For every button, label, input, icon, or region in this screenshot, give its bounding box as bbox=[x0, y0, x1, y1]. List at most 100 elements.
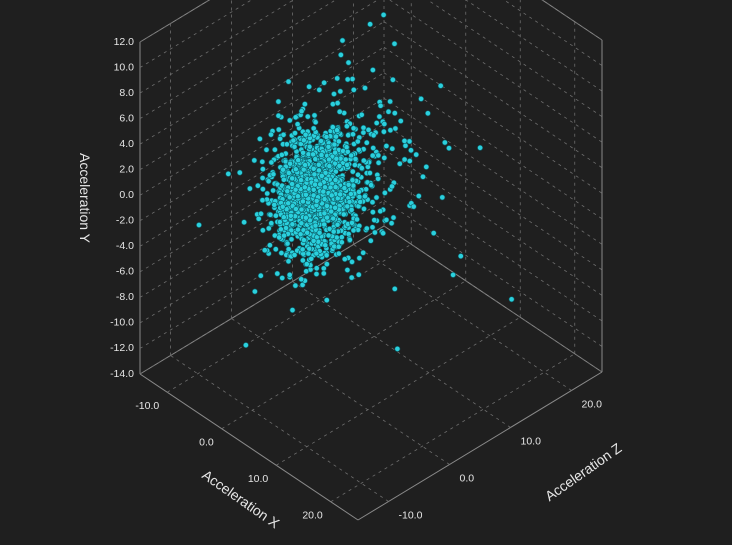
data-point bbox=[348, 274, 355, 281]
data-point bbox=[369, 67, 376, 73]
y-gridline bbox=[139, 0, 253, 68]
data-point bbox=[292, 166, 299, 173]
data-point bbox=[304, 113, 311, 120]
data-point bbox=[274, 270, 281, 277]
y-tick-label: -8.0 bbox=[116, 291, 134, 303]
data-point bbox=[264, 190, 271, 197]
data-point bbox=[348, 152, 355, 159]
data-point bbox=[345, 181, 352, 188]
data-point bbox=[363, 186, 369, 193]
data-point bbox=[294, 121, 301, 128]
data-point bbox=[225, 170, 232, 177]
data-point bbox=[377, 102, 384, 109]
data-point bbox=[285, 78, 292, 85]
data-point bbox=[265, 178, 272, 185]
data-point bbox=[363, 139, 370, 146]
data-point bbox=[331, 91, 337, 97]
data-point bbox=[390, 214, 397, 221]
data-point bbox=[254, 182, 261, 189]
z-gridline bbox=[353, 244, 572, 391]
data-point bbox=[376, 113, 383, 120]
data-point bbox=[328, 208, 335, 215]
y-gridline bbox=[139, 225, 385, 375]
y-gridline bbox=[383, 225, 603, 373]
data-point bbox=[270, 171, 277, 178]
data-point bbox=[321, 79, 327, 86]
data-point bbox=[284, 188, 291, 195]
data-point bbox=[360, 129, 367, 136]
points-layer bbox=[196, 11, 515, 352]
y-tick-label: 10.0 bbox=[114, 61, 135, 73]
data-point bbox=[370, 145, 377, 151]
data-point bbox=[375, 152, 382, 159]
data-point bbox=[322, 242, 329, 249]
data-point bbox=[268, 159, 275, 166]
data-point bbox=[334, 127, 340, 134]
data-point bbox=[241, 219, 247, 226]
data-point bbox=[332, 177, 339, 183]
data-point bbox=[251, 157, 258, 164]
data-point bbox=[310, 125, 317, 132]
data-point bbox=[338, 239, 345, 246]
z-tick-label: 20.0 bbox=[582, 398, 603, 410]
data-point bbox=[295, 157, 302, 164]
data-point bbox=[373, 120, 380, 126]
data-point bbox=[381, 189, 388, 196]
data-point bbox=[325, 232, 332, 239]
data-point bbox=[385, 108, 392, 115]
data-point bbox=[336, 162, 343, 169]
x-gridline bbox=[330, 353, 575, 503]
data-point bbox=[283, 225, 289, 231]
data-point bbox=[330, 228, 337, 235]
data-point bbox=[316, 87, 323, 93]
data-point bbox=[268, 220, 275, 227]
data-point bbox=[320, 265, 327, 272]
data-point bbox=[333, 155, 340, 162]
data-point bbox=[420, 173, 426, 180]
data-point bbox=[323, 252, 330, 259]
data-point bbox=[349, 76, 356, 82]
data-point bbox=[324, 214, 330, 221]
data-point bbox=[367, 237, 374, 244]
data-point bbox=[255, 215, 262, 222]
data-point bbox=[360, 157, 367, 164]
data-point bbox=[344, 161, 350, 168]
data-point bbox=[306, 143, 313, 150]
data-point bbox=[457, 253, 464, 259]
y-gridline bbox=[139, 0, 379, 145]
data-point bbox=[291, 143, 298, 150]
data-point bbox=[355, 271, 362, 278]
data-point bbox=[383, 216, 390, 223]
data-point bbox=[275, 98, 282, 105]
data-point bbox=[366, 170, 373, 176]
data-point bbox=[236, 169, 243, 176]
y-gridline bbox=[139, 0, 211, 43]
data-point bbox=[356, 188, 362, 195]
data-point bbox=[348, 206, 355, 213]
x-tick-label: 20.0 bbox=[302, 510, 323, 522]
data-point bbox=[297, 231, 304, 238]
data-point bbox=[441, 139, 448, 146]
y-tick-label: -10.0 bbox=[110, 317, 134, 329]
data-point bbox=[320, 270, 327, 277]
data-point bbox=[315, 161, 322, 168]
data-point bbox=[294, 193, 301, 200]
data-point bbox=[251, 288, 258, 295]
data-point bbox=[380, 230, 386, 237]
data-point bbox=[315, 238, 322, 245]
y-gridline bbox=[427, 0, 603, 117]
x-gridline bbox=[221, 280, 466, 430]
data-point bbox=[332, 149, 338, 156]
data-point bbox=[278, 250, 285, 256]
data-point bbox=[413, 151, 420, 158]
data-point bbox=[289, 307, 296, 313]
data-point bbox=[318, 172, 325, 179]
z-tick-label: -10.0 bbox=[399, 509, 423, 521]
data-point bbox=[388, 220, 395, 227]
data-point bbox=[308, 255, 315, 262]
data-point bbox=[360, 249, 367, 256]
data-point bbox=[363, 225, 370, 232]
data-point bbox=[283, 141, 290, 148]
z-gridline bbox=[231, 318, 450, 465]
data-point bbox=[358, 111, 365, 118]
